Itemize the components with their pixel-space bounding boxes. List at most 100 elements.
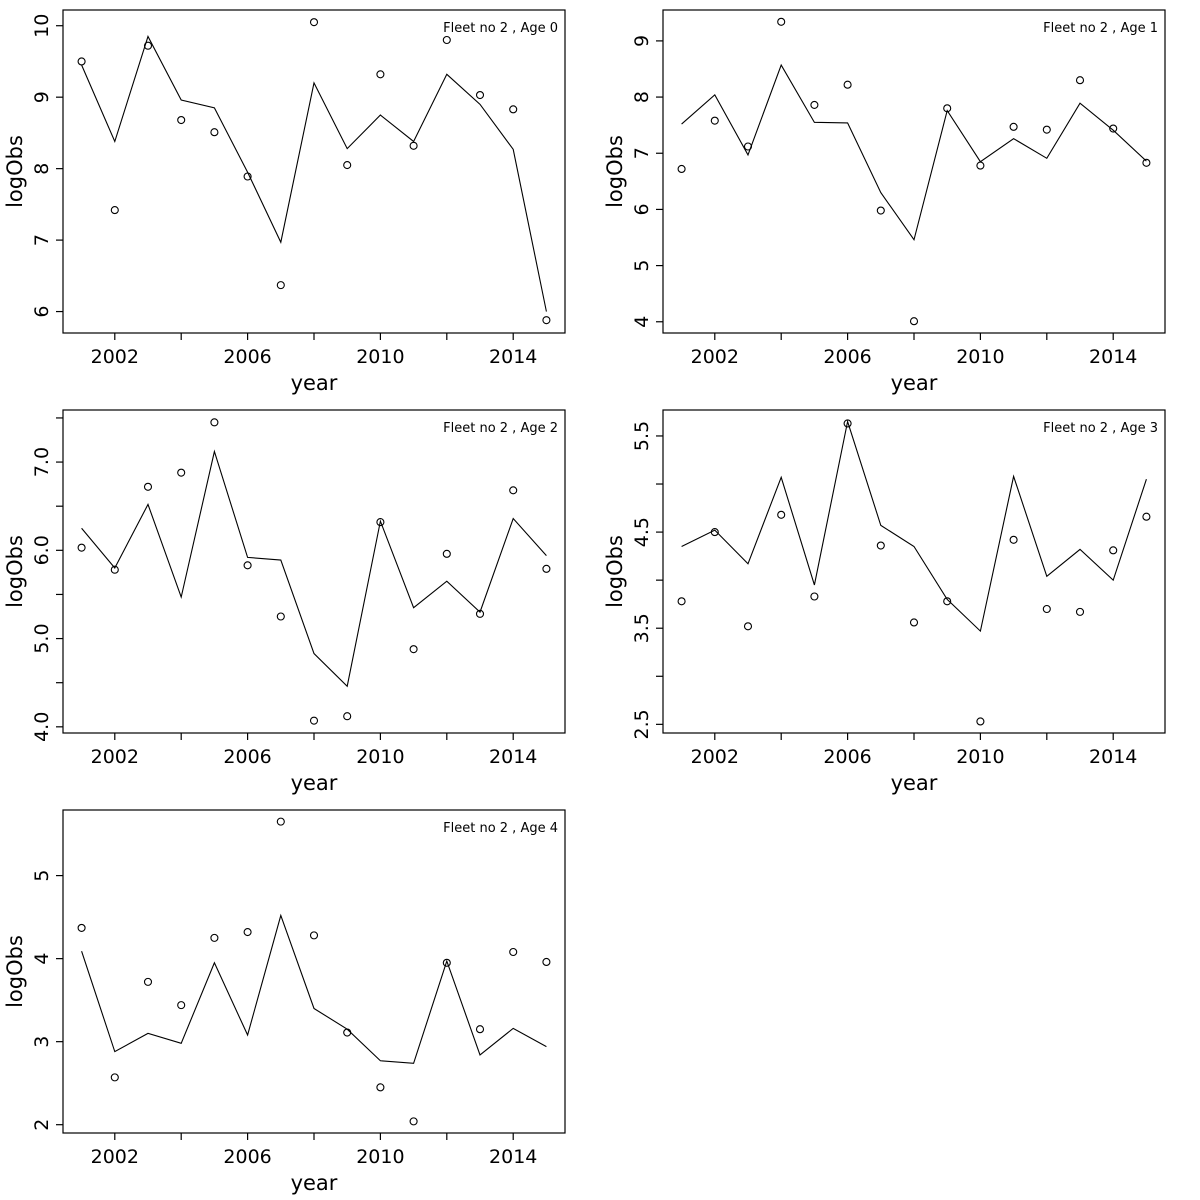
y-tick-label: 2.5 [631, 709, 653, 739]
data-point [876, 206, 885, 215]
data-point [1009, 122, 1018, 131]
data-point [77, 543, 86, 552]
y-tick-label: 5 [31, 870, 53, 882]
panel-title: Fleet no 2 , Age 1 [1043, 21, 1158, 36]
data-point [143, 482, 153, 491]
x-axis-label: year [891, 371, 938, 395]
data-point [843, 419, 852, 428]
chart-fleet2-age0: 2002 2006 2010 2014 6 7 8 9 10 year logObs Fleet no… [3, 9, 566, 395]
y-tick-label: 6 [31, 306, 53, 318]
y-tick-label: 4.5 [631, 517, 653, 547]
y-tick-label: 8 [31, 163, 53, 175]
data-point [376, 518, 385, 527]
x-tick-label: 2006 [823, 346, 871, 368]
panel-title: Fleet no 2 , Age 0 [443, 21, 558, 36]
data-point [343, 1028, 352, 1037]
data-point [77, 923, 86, 932]
chart-fleet2-age3: 2002 2006 2010 2014 2.5 3.5 4.5 5.5 year logObs Fl… [603, 409, 1166, 795]
plot-frame [62, 409, 566, 734]
data-point [210, 128, 219, 137]
x-tick-label: 2002 [691, 346, 739, 368]
y-tick-label: 4 [631, 316, 653, 328]
x-tick-label: 2014 [489, 1146, 537, 1168]
data-point [442, 549, 451, 558]
empty-cell [600, 800, 1200, 1200]
data-point [943, 104, 952, 113]
data-point [677, 164, 686, 174]
data-point [1042, 604, 1051, 614]
data-point [1142, 512, 1151, 521]
data-point [710, 528, 719, 537]
panel-title: Fleet no 2 , Age 2 [443, 421, 558, 436]
x-tick-label: 2002 [91, 746, 139, 768]
y-tick-label: 7 [31, 234, 53, 246]
subplot-fleet2-age1: 2002 2006 2010 2014 4 5 6 7 8 9 year logObs Fleet no… [600, 0, 1200, 400]
y-tick-label: 9 [31, 91, 53, 103]
fitted-line [681, 419, 1147, 633]
data-point [177, 468, 186, 477]
y-tick-label: 3.5 [631, 613, 653, 643]
panel-title: Fleet no 2 , Age 3 [1043, 421, 1158, 436]
chart-fleet2-age1: 2002 2006 2010 2014 4 5 6 7 8 9 year logObs Fleet no… [603, 9, 1166, 395]
data-point [1042, 125, 1051, 134]
data-point [509, 947, 518, 957]
x-tick-label: 2006 [223, 1146, 271, 1168]
data-point [1075, 76, 1085, 85]
data-point [909, 317, 919, 326]
y-tick-label: 6.0 [31, 535, 53, 565]
x-axis-label: year [291, 771, 338, 795]
data-point [243, 172, 252, 181]
y-tick-label: 2 [31, 1119, 53, 1131]
x-tick-label: 2010 [956, 346, 1004, 368]
data-point [909, 618, 919, 627]
x-tick-label: 2010 [956, 746, 1004, 768]
x-tick-label: 2002 [691, 746, 739, 768]
subplot-fleet2-age0: 2002 2006 2010 2014 6 7 8 9 10 year logObs Fleet no… [0, 0, 600, 400]
y-tick-label: 8 [631, 91, 653, 103]
subplot-fleet2-age2: 2002 2006 2010 2014 4.0 5.0 6.0 7.0 year logObs Fl… [0, 400, 600, 800]
y-tick-label: 6 [631, 203, 653, 215]
x-tick-label: 2006 [823, 746, 871, 768]
data-point [1075, 607, 1085, 616]
y-axis-label: logObs [3, 135, 27, 208]
data-point [210, 418, 219, 427]
panel-title: Fleet no 2 , Age 4 [443, 821, 558, 836]
data-point [542, 957, 551, 966]
data-point [677, 597, 686, 606]
y-axis-label: logObs [603, 535, 627, 608]
data-point [1009, 535, 1018, 544]
data-point [777, 17, 786, 26]
plot-frame [662, 409, 1166, 734]
data-point [542, 316, 551, 325]
x-tick-label: 2014 [489, 746, 537, 768]
data-point [276, 817, 285, 826]
data-point [1142, 158, 1151, 167]
x-tick-label: 2014 [489, 346, 537, 368]
x-tick-label: 2014 [1089, 746, 1137, 768]
fitted-line [81, 913, 547, 1064]
x-tick-label: 2010 [356, 746, 404, 768]
x-tick-label: 2010 [356, 346, 404, 368]
fitted-line [81, 35, 547, 312]
data-point [177, 116, 186, 125]
data-point [1109, 546, 1118, 555]
data-point [409, 1117, 418, 1126]
x-axis-label: year [291, 1171, 338, 1195]
y-tick-label: 7.0 [31, 447, 53, 477]
y-tick-label: 5.5 [631, 421, 653, 451]
subplot-fleet2-age4: 2002 2006 2010 2014 2 3 4 5 year logObs Fleet no 2… [0, 800, 600, 1200]
data-point [475, 1025, 485, 1034]
y-tick-label: 5 [631, 260, 653, 272]
data-point [843, 80, 852, 89]
data-point [343, 161, 352, 170]
data-point [876, 541, 885, 550]
y-axis-label: logObs [3, 535, 27, 608]
x-axis-label: year [891, 771, 938, 795]
plot-frame [62, 809, 566, 1134]
fitted-line [81, 449, 547, 688]
y-axis-label: logObs [603, 135, 627, 208]
data-point [542, 564, 551, 573]
data-point [509, 486, 518, 495]
x-axis-label: year [291, 371, 338, 395]
